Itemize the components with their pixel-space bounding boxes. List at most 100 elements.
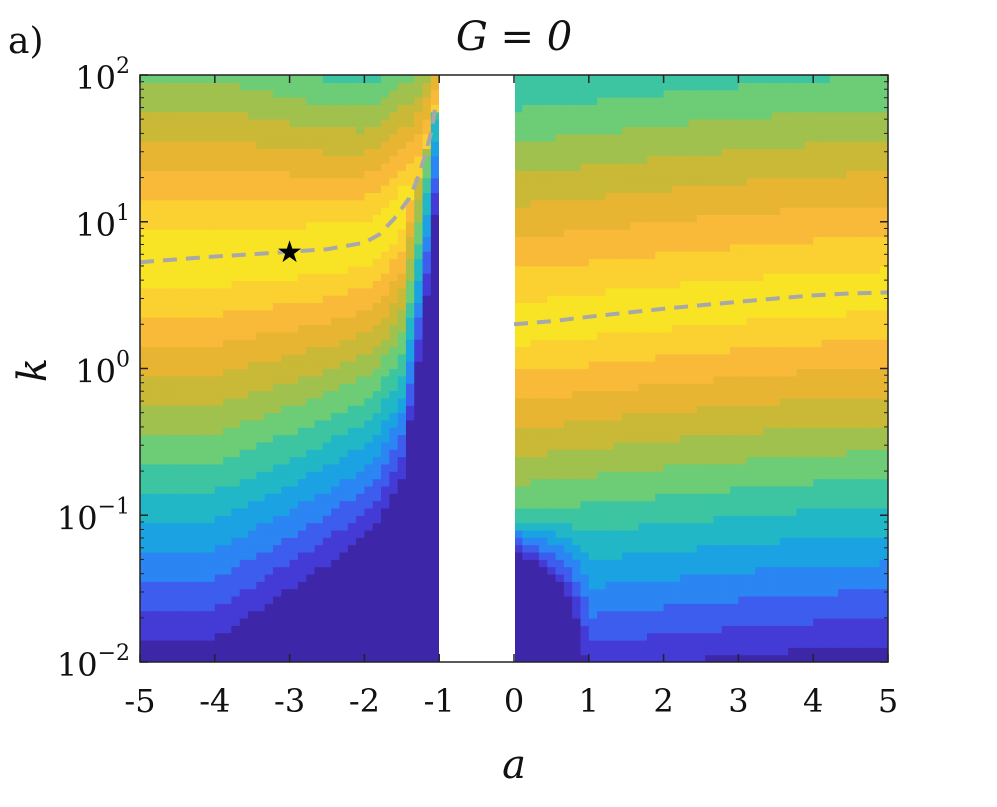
heatmap-cell — [580, 566, 590, 575]
heatmap-cell — [198, 522, 208, 531]
heatmap-cell — [389, 493, 399, 502]
heatmap-cell — [256, 243, 266, 252]
heatmap-cell — [272, 309, 282, 318]
heatmap-cell — [414, 148, 424, 157]
heatmap-cell — [630, 317, 640, 326]
heatmap-cell — [721, 104, 731, 113]
heatmap-cell — [538, 427, 548, 436]
heatmap-cell — [638, 119, 648, 127]
heatmap-cell — [214, 493, 224, 502]
heatmap-cell — [198, 493, 208, 502]
heatmap-cell — [306, 324, 316, 333]
heatmap-cell — [538, 280, 548, 289]
heatmap-cell — [522, 493, 532, 502]
heatmap-cell — [430, 331, 439, 340]
heatmap-cell — [696, 361, 706, 370]
heatmap-cell — [239, 141, 249, 149]
heatmap-cell — [597, 493, 607, 502]
heatmap-cell — [580, 434, 590, 443]
heatmap-cell — [688, 155, 698, 164]
heatmap-cell — [547, 229, 557, 238]
heatmap-cell — [696, 265, 706, 274]
heatmap-cell — [306, 273, 316, 282]
heatmap-cell — [372, 75, 382, 83]
heatmap-cell — [638, 493, 648, 502]
heatmap-cell — [563, 625, 573, 634]
heatmap-cell — [597, 375, 607, 384]
heatmap-cell — [630, 632, 640, 641]
heatmap-cell — [555, 412, 565, 421]
heatmap-cell — [372, 397, 382, 406]
heatmap-cell — [530, 141, 540, 149]
heatmap-cell — [364, 647, 374, 656]
heatmap-cell — [297, 199, 307, 208]
heatmap-cell — [339, 104, 349, 113]
heatmap-cell — [646, 192, 656, 201]
heatmap-cell — [563, 214, 573, 223]
heatmap-cell — [588, 397, 598, 406]
heatmap-cell — [256, 507, 266, 516]
heatmap-cell — [430, 75, 439, 83]
heatmap-cell — [422, 559, 432, 568]
heatmap-cell — [597, 559, 607, 568]
heatmap-cell — [231, 287, 241, 296]
heatmap-cell — [339, 405, 349, 414]
heatmap-cell — [563, 155, 573, 164]
heatmap-cell — [630, 610, 640, 619]
heatmap-cell — [572, 485, 582, 494]
heatmap-cell — [189, 507, 199, 516]
heatmap-cell — [630, 111, 640, 120]
heatmap-cell — [347, 309, 357, 318]
heatmap-cell — [572, 346, 582, 355]
heatmap-cell — [397, 346, 407, 355]
heatmap-cell — [231, 192, 241, 201]
heatmap-cell — [181, 273, 191, 282]
heatmap-cell — [671, 229, 681, 238]
heatmap-cell — [622, 214, 631, 223]
heatmap-cell — [231, 331, 241, 340]
heatmap-cell — [322, 111, 332, 120]
heatmap-cell — [530, 185, 540, 193]
heatmap-cell — [239, 610, 249, 619]
heatmap-cell — [638, 471, 648, 480]
heatmap-cell — [663, 280, 673, 289]
heatmap-cell — [405, 236, 415, 245]
heatmap-cell — [223, 485, 233, 494]
heatmap-cell — [572, 595, 582, 604]
heatmap-cell — [314, 588, 324, 597]
heatmap-cell — [414, 537, 424, 546]
heatmap-cell — [164, 346, 174, 355]
heatmap-cell — [405, 89, 415, 98]
heatmap-cell — [156, 207, 166, 216]
heatmap-cell — [688, 397, 698, 406]
heatmap-cell — [597, 485, 607, 494]
heatmap-cell — [730, 617, 739, 626]
heatmap-cell — [671, 544, 681, 553]
heatmap-cell — [381, 251, 390, 260]
heatmap-cell — [655, 412, 665, 421]
heatmap-cell — [223, 471, 233, 480]
heatmap-cell — [248, 595, 257, 604]
heatmap-cell — [214, 375, 224, 384]
heatmap-cell — [515, 236, 523, 245]
heatmap-cell — [189, 141, 199, 149]
heatmap-cell — [597, 258, 607, 267]
heatmap-cell — [572, 221, 582, 230]
heatmap-cell — [696, 104, 706, 113]
heatmap-cell — [655, 471, 665, 480]
heatmap-cell — [713, 163, 723, 171]
heatmap-cell — [622, 463, 631, 472]
heatmap-cell — [422, 148, 432, 157]
heatmap-cell — [572, 500, 582, 509]
heatmap-cell — [248, 207, 257, 216]
heatmap-cell — [405, 610, 415, 619]
heatmap-cell — [347, 595, 357, 604]
heatmap-cell — [663, 603, 673, 612]
heatmap-cell — [231, 207, 241, 216]
heatmap-cell — [289, 185, 299, 193]
heatmap-cell — [372, 625, 382, 634]
heatmap-cell — [630, 89, 640, 98]
heatmap-cell — [322, 412, 332, 421]
heatmap-cell — [331, 603, 341, 612]
heatmap-cell — [364, 214, 374, 223]
